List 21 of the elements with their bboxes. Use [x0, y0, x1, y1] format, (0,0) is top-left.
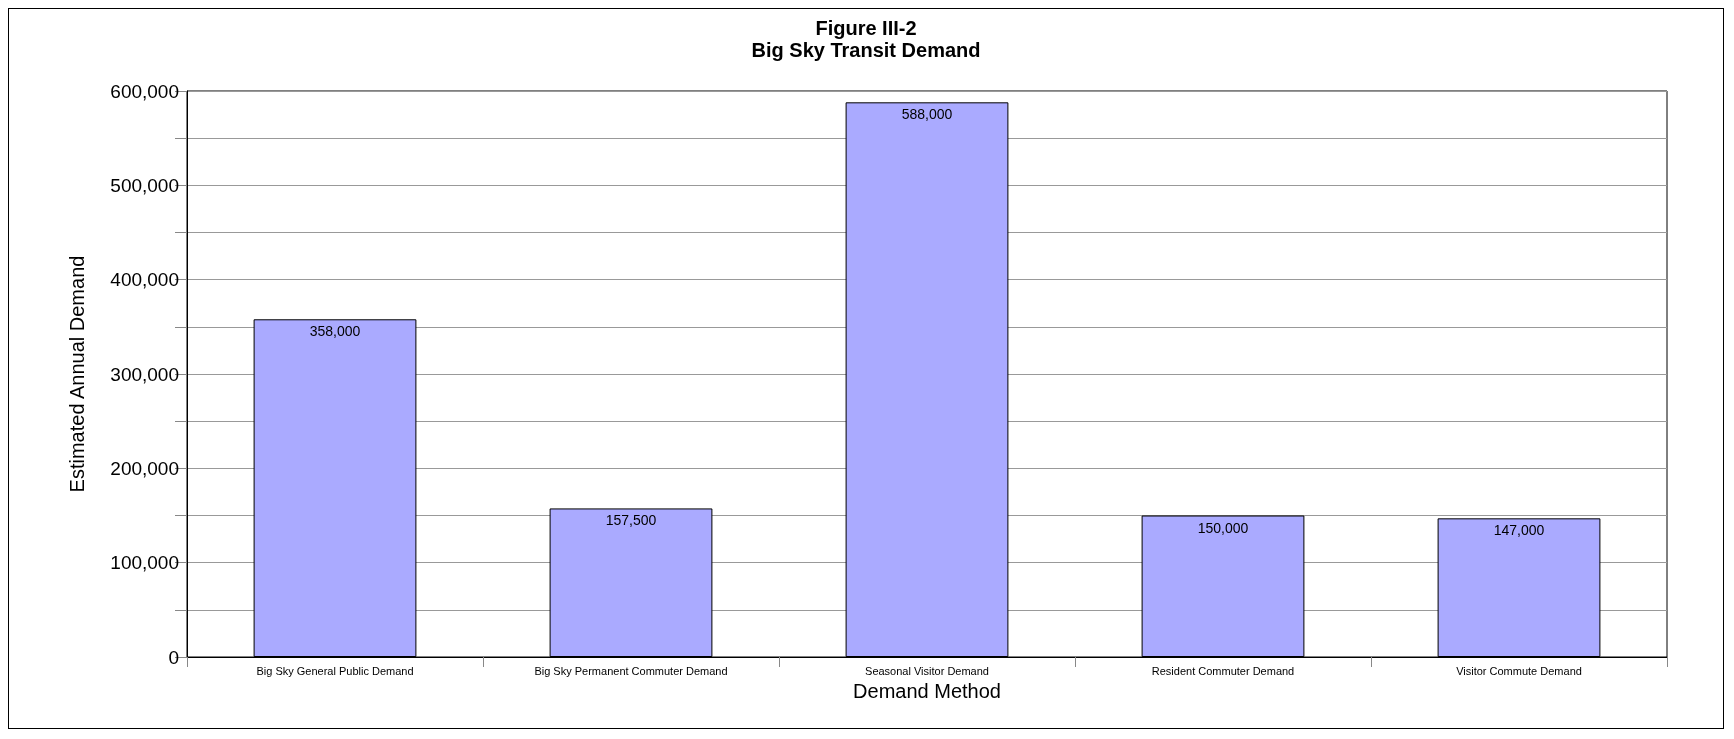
data-label: 358,000 — [309, 323, 361, 340]
x-tick-label: Visitor Commute Demand — [1456, 664, 1582, 677]
y-tick-label: 300,000 — [110, 363, 179, 385]
y-tick-label: 600,000 — [110, 80, 179, 102]
y-tick-label: 100,000 — [110, 552, 179, 574]
data-label: 588,000 — [901, 106, 953, 123]
y-tick-label: 200,000 — [110, 457, 179, 479]
x-tick-label: Big Sky Permanent Commuter Demand — [534, 664, 728, 677]
y-tick-label: 400,000 — [110, 269, 179, 291]
x-tick-label: Big Sky General Public Demand — [256, 664, 414, 677]
data-label: 147,000 — [1493, 522, 1545, 539]
y-tick-label: 500,000 — [110, 174, 179, 196]
data-label: 150,000 — [1197, 519, 1249, 536]
x-tick-label: Seasonal Visitor Demand — [865, 664, 989, 677]
x-tick-label: Resident Commuter Demand — [1151, 664, 1295, 677]
y-tick-label: 0 — [168, 646, 179, 668]
x-axis-title: Demand Method — [853, 680, 1001, 702]
data-label: 157,500 — [605, 512, 657, 529]
chart-title: Figure III-2 — [815, 17, 917, 39]
chart-subtitle: Big Sky Transit Demand — [751, 39, 981, 61]
y-axis-title: Estimated Annual Demand — [66, 255, 88, 493]
